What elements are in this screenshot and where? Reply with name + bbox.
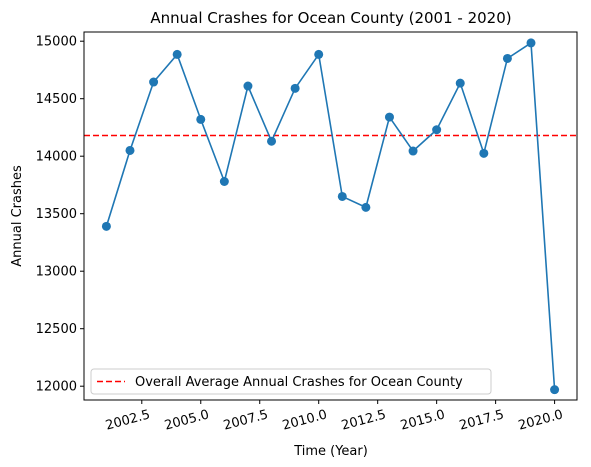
data-point — [101, 221, 111, 231]
plot-frame — [83, 31, 578, 401]
data-point — [384, 112, 394, 122]
data-point — [149, 77, 159, 87]
y-tick-label: 13500 — [36, 207, 77, 222]
data-point — [125, 145, 135, 155]
x-tick-label: 2017.5 — [458, 407, 506, 433]
y-tick-label: 12000 — [36, 380, 77, 395]
data-point — [550, 385, 560, 395]
data-point — [172, 49, 182, 59]
y-tick-label: 13000 — [36, 265, 77, 280]
x-axis-label: Time (Year) — [293, 444, 368, 459]
data-point — [479, 148, 489, 158]
x-tick-label: 2005.0 — [163, 407, 211, 433]
data-point — [219, 177, 229, 186]
y-tick-label: 12500 — [36, 322, 77, 337]
y-tick-label: 15000 — [36, 35, 77, 50]
legend-box — [90, 368, 492, 395]
legend: Overall Average Annual Crashes for Ocean… — [90, 368, 492, 395]
data-point — [432, 125, 442, 135]
legend-label: Overall Average Annual Crashes for Ocean… — [135, 375, 463, 390]
data-point — [314, 49, 324, 59]
chart-title: Annual Crashes for Ocean County (2001 - … — [150, 9, 511, 27]
data-point — [361, 202, 371, 212]
y-tick-label: 14500 — [36, 92, 77, 107]
data-point — [196, 114, 206, 124]
data-point — [243, 81, 253, 91]
x-tick-label: 2015.0 — [399, 407, 447, 433]
y-axis-label: Annual Crashes — [10, 165, 25, 267]
x-tick-label: 2010.0 — [281, 407, 329, 433]
y-tick-label: 14000 — [36, 150, 77, 165]
x-tick-label: 2020.0 — [517, 407, 565, 433]
data-point — [526, 38, 536, 48]
x-tick-label: 2002.5 — [104, 407, 152, 433]
data-point — [267, 136, 277, 146]
x-tick-label: 2007.5 — [222, 407, 270, 433]
data-point — [337, 191, 347, 201]
series-line — [105, 41, 556, 390]
data-point — [502, 53, 512, 63]
data-point — [455, 78, 465, 88]
x-tick-label: 2012.5 — [340, 407, 388, 433]
data-point — [290, 83, 300, 93]
data-point — [408, 146, 418, 156]
